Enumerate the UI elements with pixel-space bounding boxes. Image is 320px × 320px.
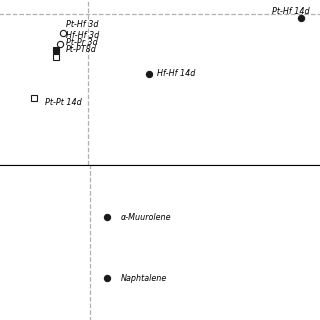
X-axis label: Scores on PC 1 (98.23%): Scores on PC 1 (98.23%) [77,189,240,202]
Text: Pt-Hf 3d: Pt-Hf 3d [66,20,98,28]
Text: α-Muurolene: α-Muurolene [121,213,171,222]
Text: Hf-Hf 3d: Hf-Hf 3d [66,31,99,40]
Text: Pt-Pr 3d: Pt-Pr 3d [66,38,98,47]
Text: Hf-Hf 14d: Hf-Hf 14d [157,69,195,78]
Text: Pt-Hf 14d: Pt-Hf 14d [272,6,310,15]
Text: Pt-PT8d: Pt-PT8d [66,45,97,54]
Text: Pt-Pt 14d: Pt-Pt 14d [44,98,81,107]
Text: Naphtalene: Naphtalene [121,274,167,283]
